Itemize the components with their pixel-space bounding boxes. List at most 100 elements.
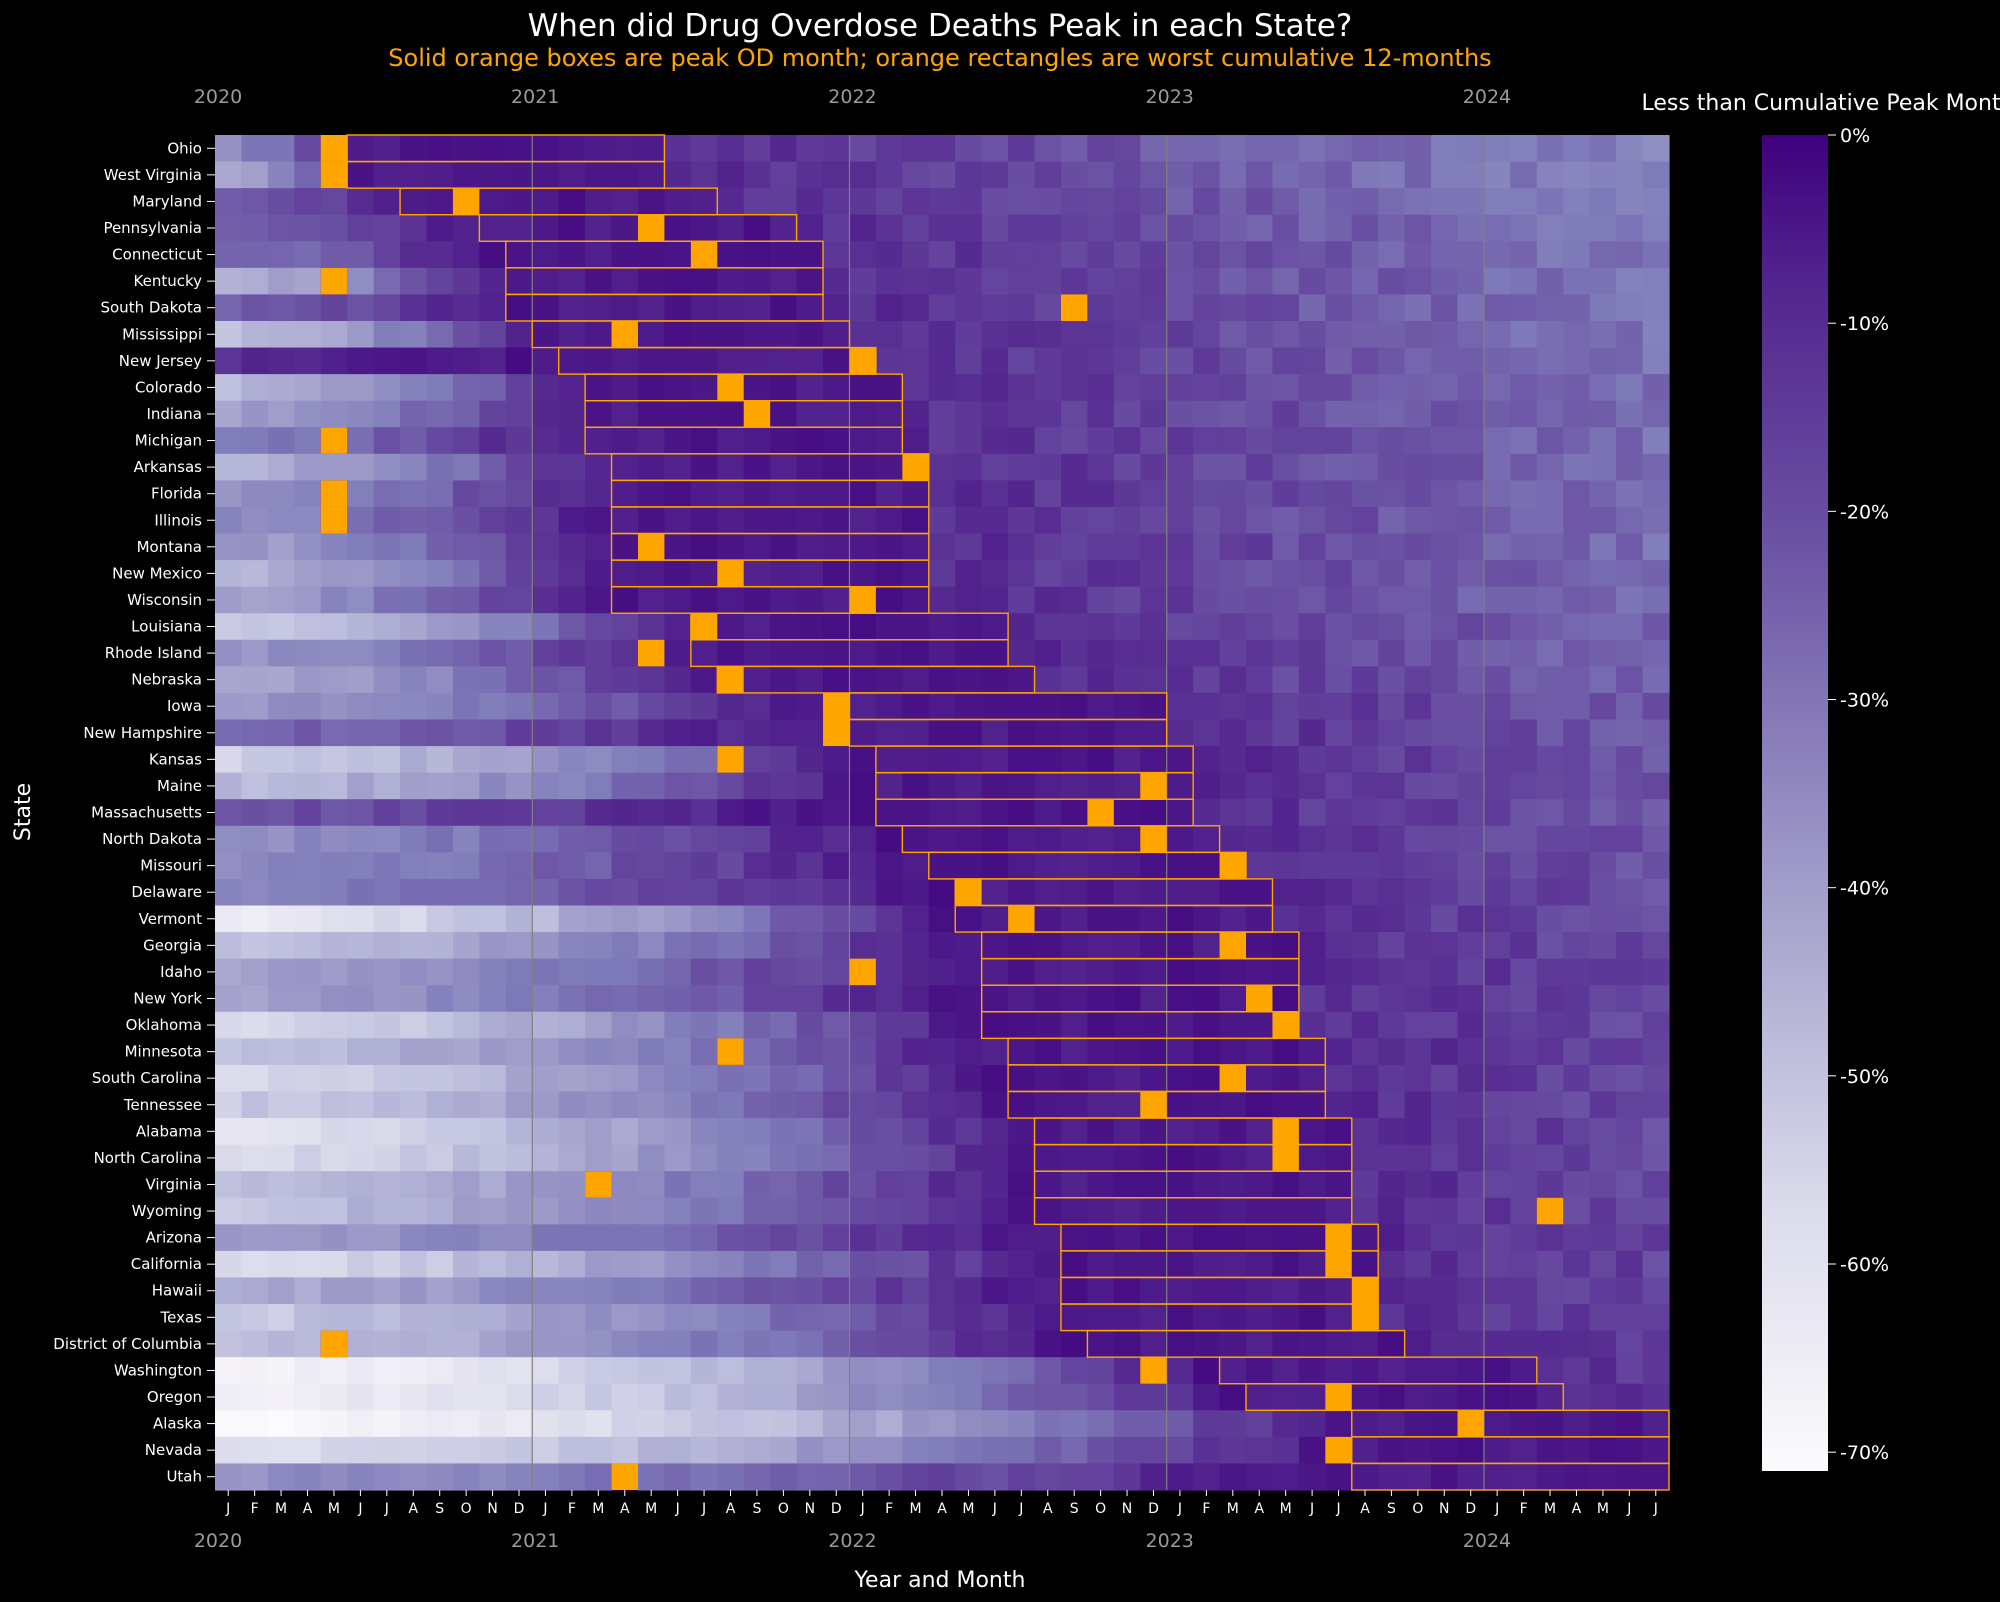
heatmap-cell [320,1463,348,1491]
heatmap-cell [1298,639,1326,667]
heatmap-cell [585,1091,613,1119]
heatmap-cell [1113,427,1141,455]
peak-month-box [1219,1064,1247,1092]
heatmap-cell [690,772,718,800]
heatmap-cell [1378,267,1406,296]
heatmap-cell [1325,613,1353,641]
heatmap-cell [1219,613,1247,641]
heatmap-cell [479,1144,507,1172]
heatmap-cell [690,347,718,375]
heatmap-cell [1431,586,1459,614]
heatmap-cell [637,1197,666,1225]
heatmap-cell [1563,1197,1591,1225]
heatmap-cell [1193,1091,1221,1119]
heatmap-cell [1166,533,1194,561]
state-label: North Carolina [94,1149,202,1167]
heatmap-cell [611,374,639,402]
heatmap-cell [1616,1330,1644,1358]
heatmap-cell [1589,1250,1617,1279]
heatmap-cell [532,878,560,907]
heatmap-cell [1140,985,1168,1013]
heatmap-cell [452,1091,480,1119]
heatmap-cell [1087,825,1115,853]
heatmap-cell [902,852,930,880]
heatmap-cell [1008,772,1036,800]
heatmap-cell [1404,374,1432,402]
heatmap-cell [479,1330,507,1358]
heatmap-cell [241,1357,269,1385]
heatmap-cell [1642,932,1670,960]
heatmap-cell [743,506,771,535]
heatmap-cell [1642,1144,1670,1172]
heatmap-cell [400,1410,428,1438]
heatmap-cell [1378,1144,1406,1172]
heatmap-cell [1298,241,1326,269]
heatmap-cell [1510,692,1538,721]
heatmap-cell [611,1171,639,1199]
heatmap-cell [1087,267,1115,296]
heatmap-cell [664,692,692,721]
heatmap-cell [743,1197,771,1225]
heatmap-cell [426,188,454,216]
state-label: New Hampshire [83,724,202,742]
heatmap-cell [875,453,903,481]
heatmap-cell [1483,294,1511,322]
heatmap-cell [1325,586,1353,614]
heatmap-cell [717,506,745,535]
heatmap-cell [505,374,533,402]
heatmap-cell [875,560,903,588]
heatmap-cell [1113,560,1141,588]
heatmap-cell [955,400,983,428]
heatmap-cell [558,1197,586,1225]
heatmap-cell [452,586,480,614]
heatmap-cell [1193,560,1221,588]
heatmap-cell [823,453,851,481]
heatmap-cell [611,267,639,296]
heatmap-cell [452,1118,480,1146]
heatmap-cell [1060,1197,1088,1225]
heatmap-cell [770,958,798,986]
month-label: J [1494,1501,1499,1517]
heatmap-cell [743,1463,771,1491]
heatmap-cell [1642,719,1670,747]
heatmap-cell [1642,1463,1670,1491]
heatmap-cell [1404,878,1432,907]
heatmap-cell [690,719,718,747]
heatmap-cell [1536,639,1564,667]
heatmap-cell [1298,374,1326,402]
heatmap-cell [1457,985,1485,1013]
heatmap-cell [400,746,428,774]
heatmap-cell [1563,506,1591,535]
state-label: Oklahoma [126,1016,202,1034]
heatmap-cell [981,985,1009,1013]
heatmap-cell [1431,320,1459,349]
heatmap-cell [452,294,480,322]
heatmap-cell [1272,427,1300,455]
heatmap-cell [1457,1144,1485,1172]
heatmap-cell [267,161,295,189]
heatmap-cell [1642,1304,1670,1332]
heatmap-cell [928,825,956,853]
heatmap-cell [1008,320,1036,349]
heatmap-cell [1298,878,1326,907]
heatmap-cell [1166,985,1194,1013]
heatmap-cell [1378,1091,1406,1119]
colorbar-tick-label: -50% [1840,1066,1889,1088]
heatmap-cell [1140,1064,1168,1093]
heatmap-cell [1325,374,1353,402]
heatmap-cell [1351,666,1379,694]
heatmap-cell [664,639,692,667]
heatmap-cell [1378,666,1406,694]
heatmap-cell [1351,1250,1379,1279]
heatmap-cell [717,1304,745,1332]
heatmap-cell [1483,374,1511,402]
heatmap-cell [1246,188,1274,216]
heatmap-cell [1325,400,1353,428]
heatmap-cell [452,825,480,853]
heatmap-cell [1272,1224,1300,1252]
heatmap-cell [505,1330,533,1358]
month-label: N [487,1501,497,1517]
heatmap-cell [505,1064,533,1093]
heatmap-cell [532,161,560,189]
heatmap-cell [585,905,613,933]
